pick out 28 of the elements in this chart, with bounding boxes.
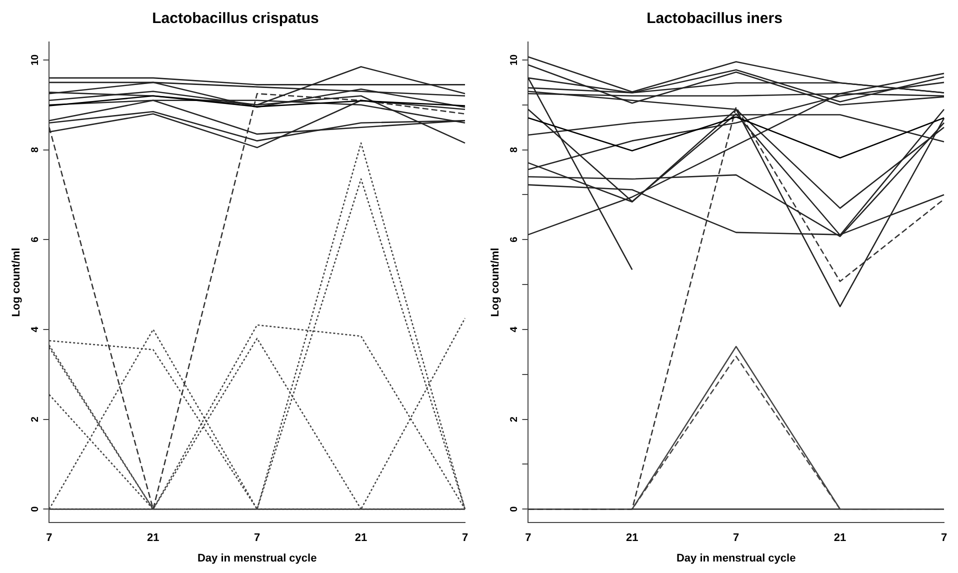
x-tick-label: 7 [462, 532, 468, 544]
x-tick-label: 7 [940, 532, 948, 544]
y-axis-title: Log count/ml [490, 248, 502, 317]
chart-title: Lactobacillus iners [646, 10, 782, 28]
x-axis-title: Day in menstrual cycle [197, 552, 317, 564]
y-tick-label: 6 [508, 236, 520, 242]
y-tick-label: 8 [30, 146, 41, 153]
y-tick-label: 2 [30, 416, 41, 422]
y-tick-label: 4 [30, 326, 41, 332]
y-tick-label: 10 [30, 54, 41, 66]
x-tick-label: 21 [626, 532, 638, 544]
x-tick-label: 7 [525, 532, 532, 544]
x-tick-label: 21 [147, 532, 160, 544]
y-tick-label: 8 [508, 146, 520, 153]
x-tick-label: 7 [733, 532, 740, 544]
y-tick-label: 0 [508, 506, 520, 512]
y-tick-label: 0 [30, 506, 41, 512]
y-tick-label: 10 [508, 54, 520, 66]
y-tick-label: 6 [30, 236, 41, 242]
x-tick-label: 7 [254, 532, 260, 544]
x-tick-label: 21 [834, 532, 846, 544]
chart-title: Lactobacillus crispatus [152, 10, 319, 28]
x-tick-label: 7 [46, 532, 52, 544]
y-tick-label: 2 [508, 416, 520, 422]
y-tick-label: 4 [508, 326, 520, 332]
y-axis-title: Log count/ml [10, 248, 23, 317]
x-axis-title: Day in menstrual cycle [676, 552, 796, 564]
x-tick-label: 21 [354, 532, 368, 544]
